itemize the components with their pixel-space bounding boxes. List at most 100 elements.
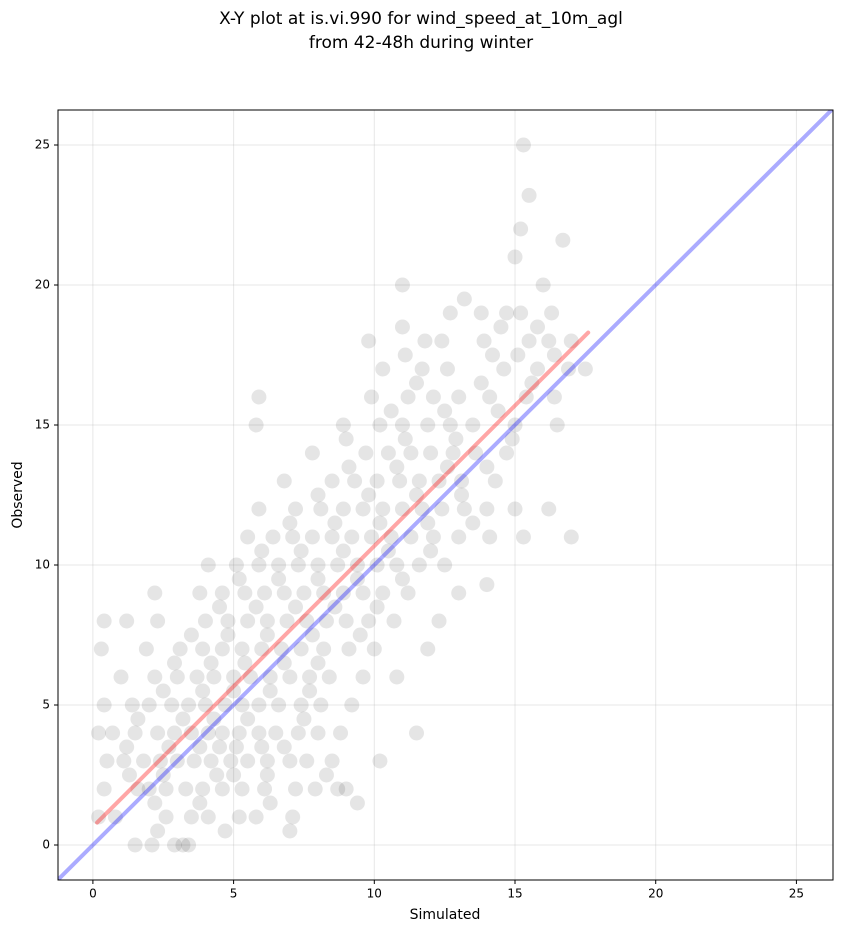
- scatter-point: [437, 403, 453, 419]
- scatter-point: [282, 515, 298, 531]
- scatter-point: [265, 529, 281, 545]
- scatter-point: [313, 697, 329, 713]
- scatter-point: [150, 823, 166, 839]
- scatter-point: [124, 697, 140, 713]
- scatter-point: [513, 305, 529, 321]
- scatter-point: [206, 669, 222, 685]
- scatter-point: [355, 501, 371, 517]
- x-tick-label: 5: [230, 887, 238, 901]
- scatter-point: [493, 319, 509, 335]
- scatter-point: [394, 417, 410, 433]
- scatter-point: [577, 361, 593, 377]
- scatter-point: [293, 543, 309, 559]
- y-tick-label: 0: [42, 838, 50, 852]
- scatter-point: [299, 613, 315, 629]
- scatter-point: [484, 347, 500, 363]
- scatter-point: [524, 375, 540, 391]
- scatter-point: [107, 809, 123, 825]
- line: [95, 330, 591, 825]
- scatter-point: [116, 753, 132, 769]
- scatter-point: [417, 333, 433, 349]
- scatter-point: [167, 837, 183, 853]
- scatter-point: [496, 361, 512, 377]
- scatter-point: [302, 669, 318, 685]
- scatter-point: [310, 557, 326, 573]
- scatter-point: [209, 767, 225, 783]
- scatter-point: [273, 641, 289, 657]
- scatter-point: [409, 487, 425, 503]
- scatter-point: [231, 809, 247, 825]
- scatter-point: [420, 417, 436, 433]
- scatter-point: [465, 417, 481, 433]
- scatter-point: [254, 739, 270, 755]
- scatter-point: [223, 753, 239, 769]
- scatter-point: [141, 781, 157, 797]
- scatter-point: [521, 187, 537, 203]
- scatter-point: [226, 669, 242, 685]
- scatter-point: [119, 739, 135, 755]
- scatter-point: [304, 627, 320, 643]
- scatter-point: [203, 655, 219, 671]
- x-tick-label: 10: [367, 887, 382, 901]
- scatter-point: [276, 655, 292, 671]
- scatter-point: [349, 795, 365, 811]
- scatter-point: [451, 585, 467, 601]
- scatter-point: [411, 557, 427, 573]
- scatter-point: [338, 431, 354, 447]
- scatter-point: [293, 697, 309, 713]
- scatter-point: [296, 711, 312, 727]
- scatter-point: [431, 473, 447, 489]
- scatter-point: [397, 347, 413, 363]
- scatter-point: [335, 585, 351, 601]
- scatter-point: [231, 725, 247, 741]
- scatter-point: [254, 641, 270, 657]
- scatter-point: [228, 739, 244, 755]
- y-tick-label: 10: [35, 558, 50, 572]
- scatter-point: [240, 613, 256, 629]
- scatter-point: [167, 655, 183, 671]
- scatter-point: [214, 641, 230, 657]
- scatter-point: [473, 375, 489, 391]
- scatter-point: [541, 501, 557, 517]
- scatter-point: [479, 501, 495, 517]
- scatter-point: [507, 249, 523, 265]
- scatter-point: [335, 501, 351, 517]
- scatter-point: [423, 543, 439, 559]
- scatter-point: [183, 725, 199, 741]
- scatter-point: [341, 459, 357, 475]
- scatter-point: [192, 739, 208, 755]
- scatter-point: [147, 795, 163, 811]
- scatter-point: [549, 417, 565, 433]
- scatter-point: [563, 333, 579, 349]
- scatter-point: [563, 529, 579, 545]
- scatter-point: [510, 347, 526, 363]
- scatter-point: [560, 361, 576, 377]
- scatter-point: [119, 613, 135, 629]
- scatter-point: [344, 529, 360, 545]
- scatter-point: [324, 529, 340, 545]
- scatter-point: [535, 277, 551, 293]
- scatter-point: [321, 669, 337, 685]
- scatter-point: [394, 501, 410, 517]
- scatter-point: [307, 781, 323, 797]
- scatter-point: [271, 571, 287, 587]
- scatter-point: [324, 753, 340, 769]
- scatter-point: [335, 543, 351, 559]
- scatter-point: [338, 781, 354, 797]
- scatter-point: [248, 599, 264, 615]
- scatter-point: [251, 697, 267, 713]
- scatter-point: [276, 473, 292, 489]
- scatter-point: [344, 697, 360, 713]
- scatter-point: [276, 739, 292, 755]
- scatter-point: [293, 641, 309, 657]
- scatter-point: [158, 809, 174, 825]
- scatter-point: [409, 375, 425, 391]
- scatter-point: [392, 473, 408, 489]
- scatter-point: [347, 473, 363, 489]
- scatter-point: [96, 613, 112, 629]
- scatter-point: [189, 669, 205, 685]
- scatter-point: [195, 641, 211, 657]
- scatter-point: [138, 641, 154, 657]
